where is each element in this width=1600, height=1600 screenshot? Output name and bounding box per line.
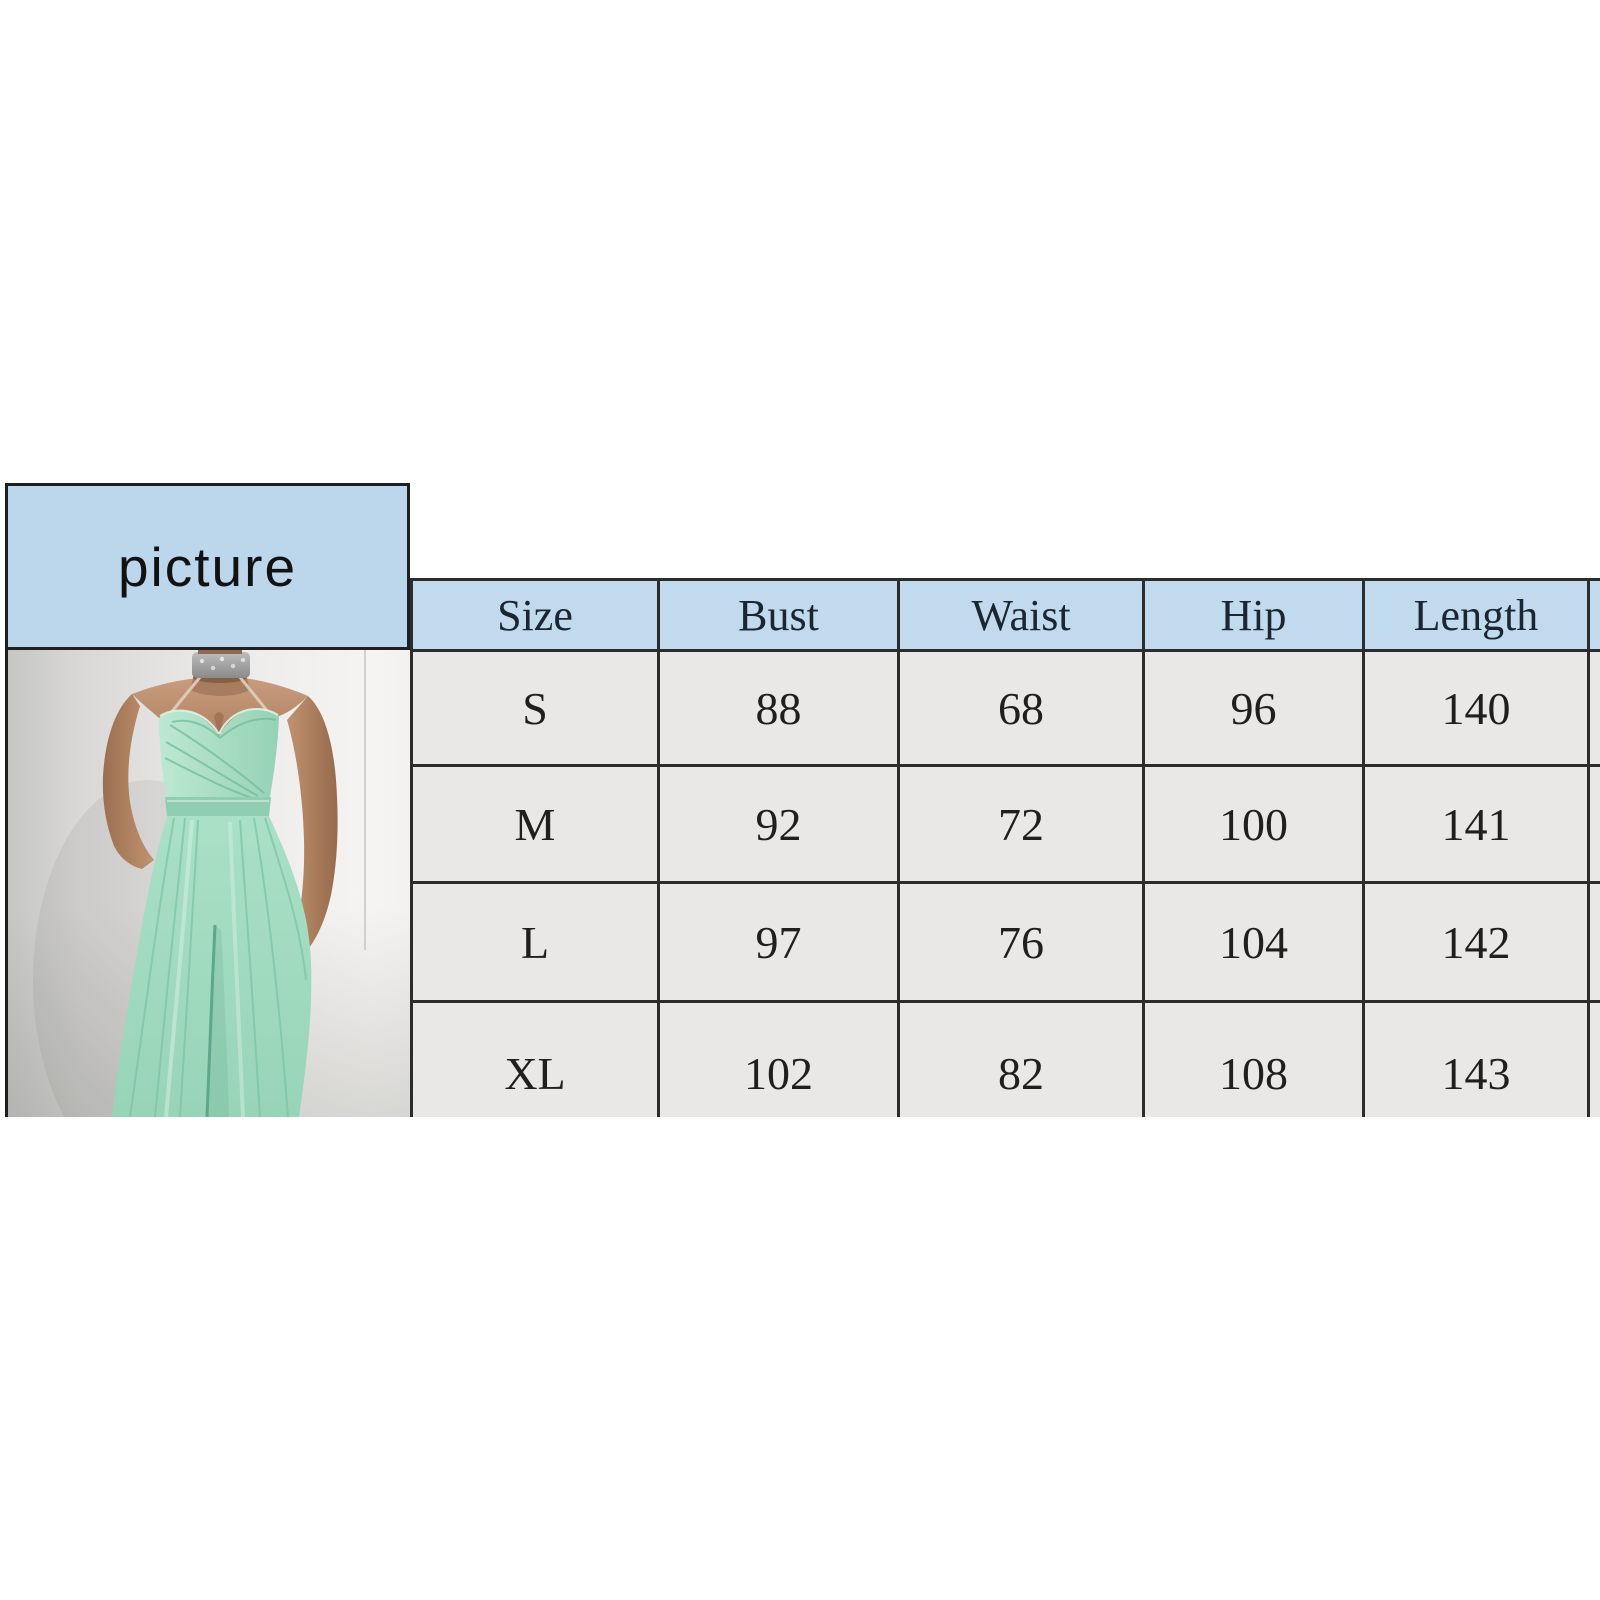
picture-label: picture <box>117 535 298 598</box>
model-figure <box>102 650 338 1117</box>
table-row-xl: XL 102 82 108 143 <box>410 1000 1600 1117</box>
header-partial-cell <box>1587 578 1600 652</box>
size-cell: S <box>410 649 660 767</box>
partial-cell <box>1587 649 1600 767</box>
table-row-l: L 97 76 104 142 <box>410 881 1600 1003</box>
header-length: Length <box>1362 578 1590 652</box>
header-bust: Bust <box>657 578 900 652</box>
waist-cell: 68 <box>897 649 1145 767</box>
bust-cell: 92 <box>657 764 900 884</box>
length-cell: 142 <box>1362 881 1590 1003</box>
hip-cell: 104 <box>1142 881 1365 1003</box>
hip-cell: 108 <box>1142 1000 1365 1117</box>
choker <box>192 650 250 678</box>
waist-cell: 72 <box>897 764 1145 884</box>
length-cell: 141 <box>1362 764 1590 884</box>
bust-cell: 102 <box>657 1000 900 1117</box>
hip-cell: 96 <box>1142 649 1365 767</box>
hip-cell: 100 <box>1142 764 1365 884</box>
bust-cell: 88 <box>657 649 900 767</box>
size-chart: Size Bust Waist Hip Length S 88 68 96 14… <box>410 578 1600 1117</box>
bust-cell: 97 <box>657 881 900 1003</box>
partial-cell <box>1587 764 1600 884</box>
product-photo <box>5 650 410 1117</box>
length-cell: 140 <box>1362 649 1590 767</box>
size-cell: M <box>410 764 660 884</box>
table-header-row: Size Bust Waist Hip Length <box>410 578 1600 652</box>
header-waist: Waist <box>897 578 1145 652</box>
size-cell: XL <box>410 1000 660 1117</box>
waist-cell: 76 <box>897 881 1145 1003</box>
header-hip: Hip <box>1142 578 1365 652</box>
partial-cell <box>1587 881 1600 1003</box>
table-row-s: S 88 68 96 140 <box>410 649 1600 767</box>
size-cell: L <box>410 881 660 1003</box>
waist-cell: 82 <box>897 1000 1145 1117</box>
dress-photo-illustration <box>8 650 410 1117</box>
size-chart-table: Size Bust Waist Hip Length S 88 68 96 14… <box>410 578 1600 1117</box>
length-cell: 143 <box>1362 1000 1590 1117</box>
partial-cell <box>1587 1000 1600 1117</box>
table-row-m: M 92 72 100 141 <box>410 764 1600 884</box>
picture-label-box: picture <box>5 483 410 650</box>
header-size: Size <box>410 578 660 652</box>
